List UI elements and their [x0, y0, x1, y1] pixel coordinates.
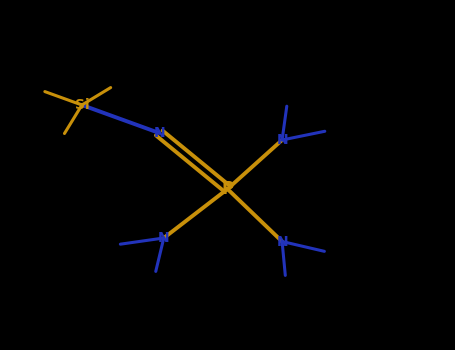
Text: N: N [276, 133, 288, 147]
Text: N: N [153, 126, 165, 140]
Text: N: N [276, 234, 288, 248]
Text: N: N [158, 231, 170, 245]
Text: P: P [222, 180, 233, 198]
Text: Si: Si [75, 98, 89, 112]
